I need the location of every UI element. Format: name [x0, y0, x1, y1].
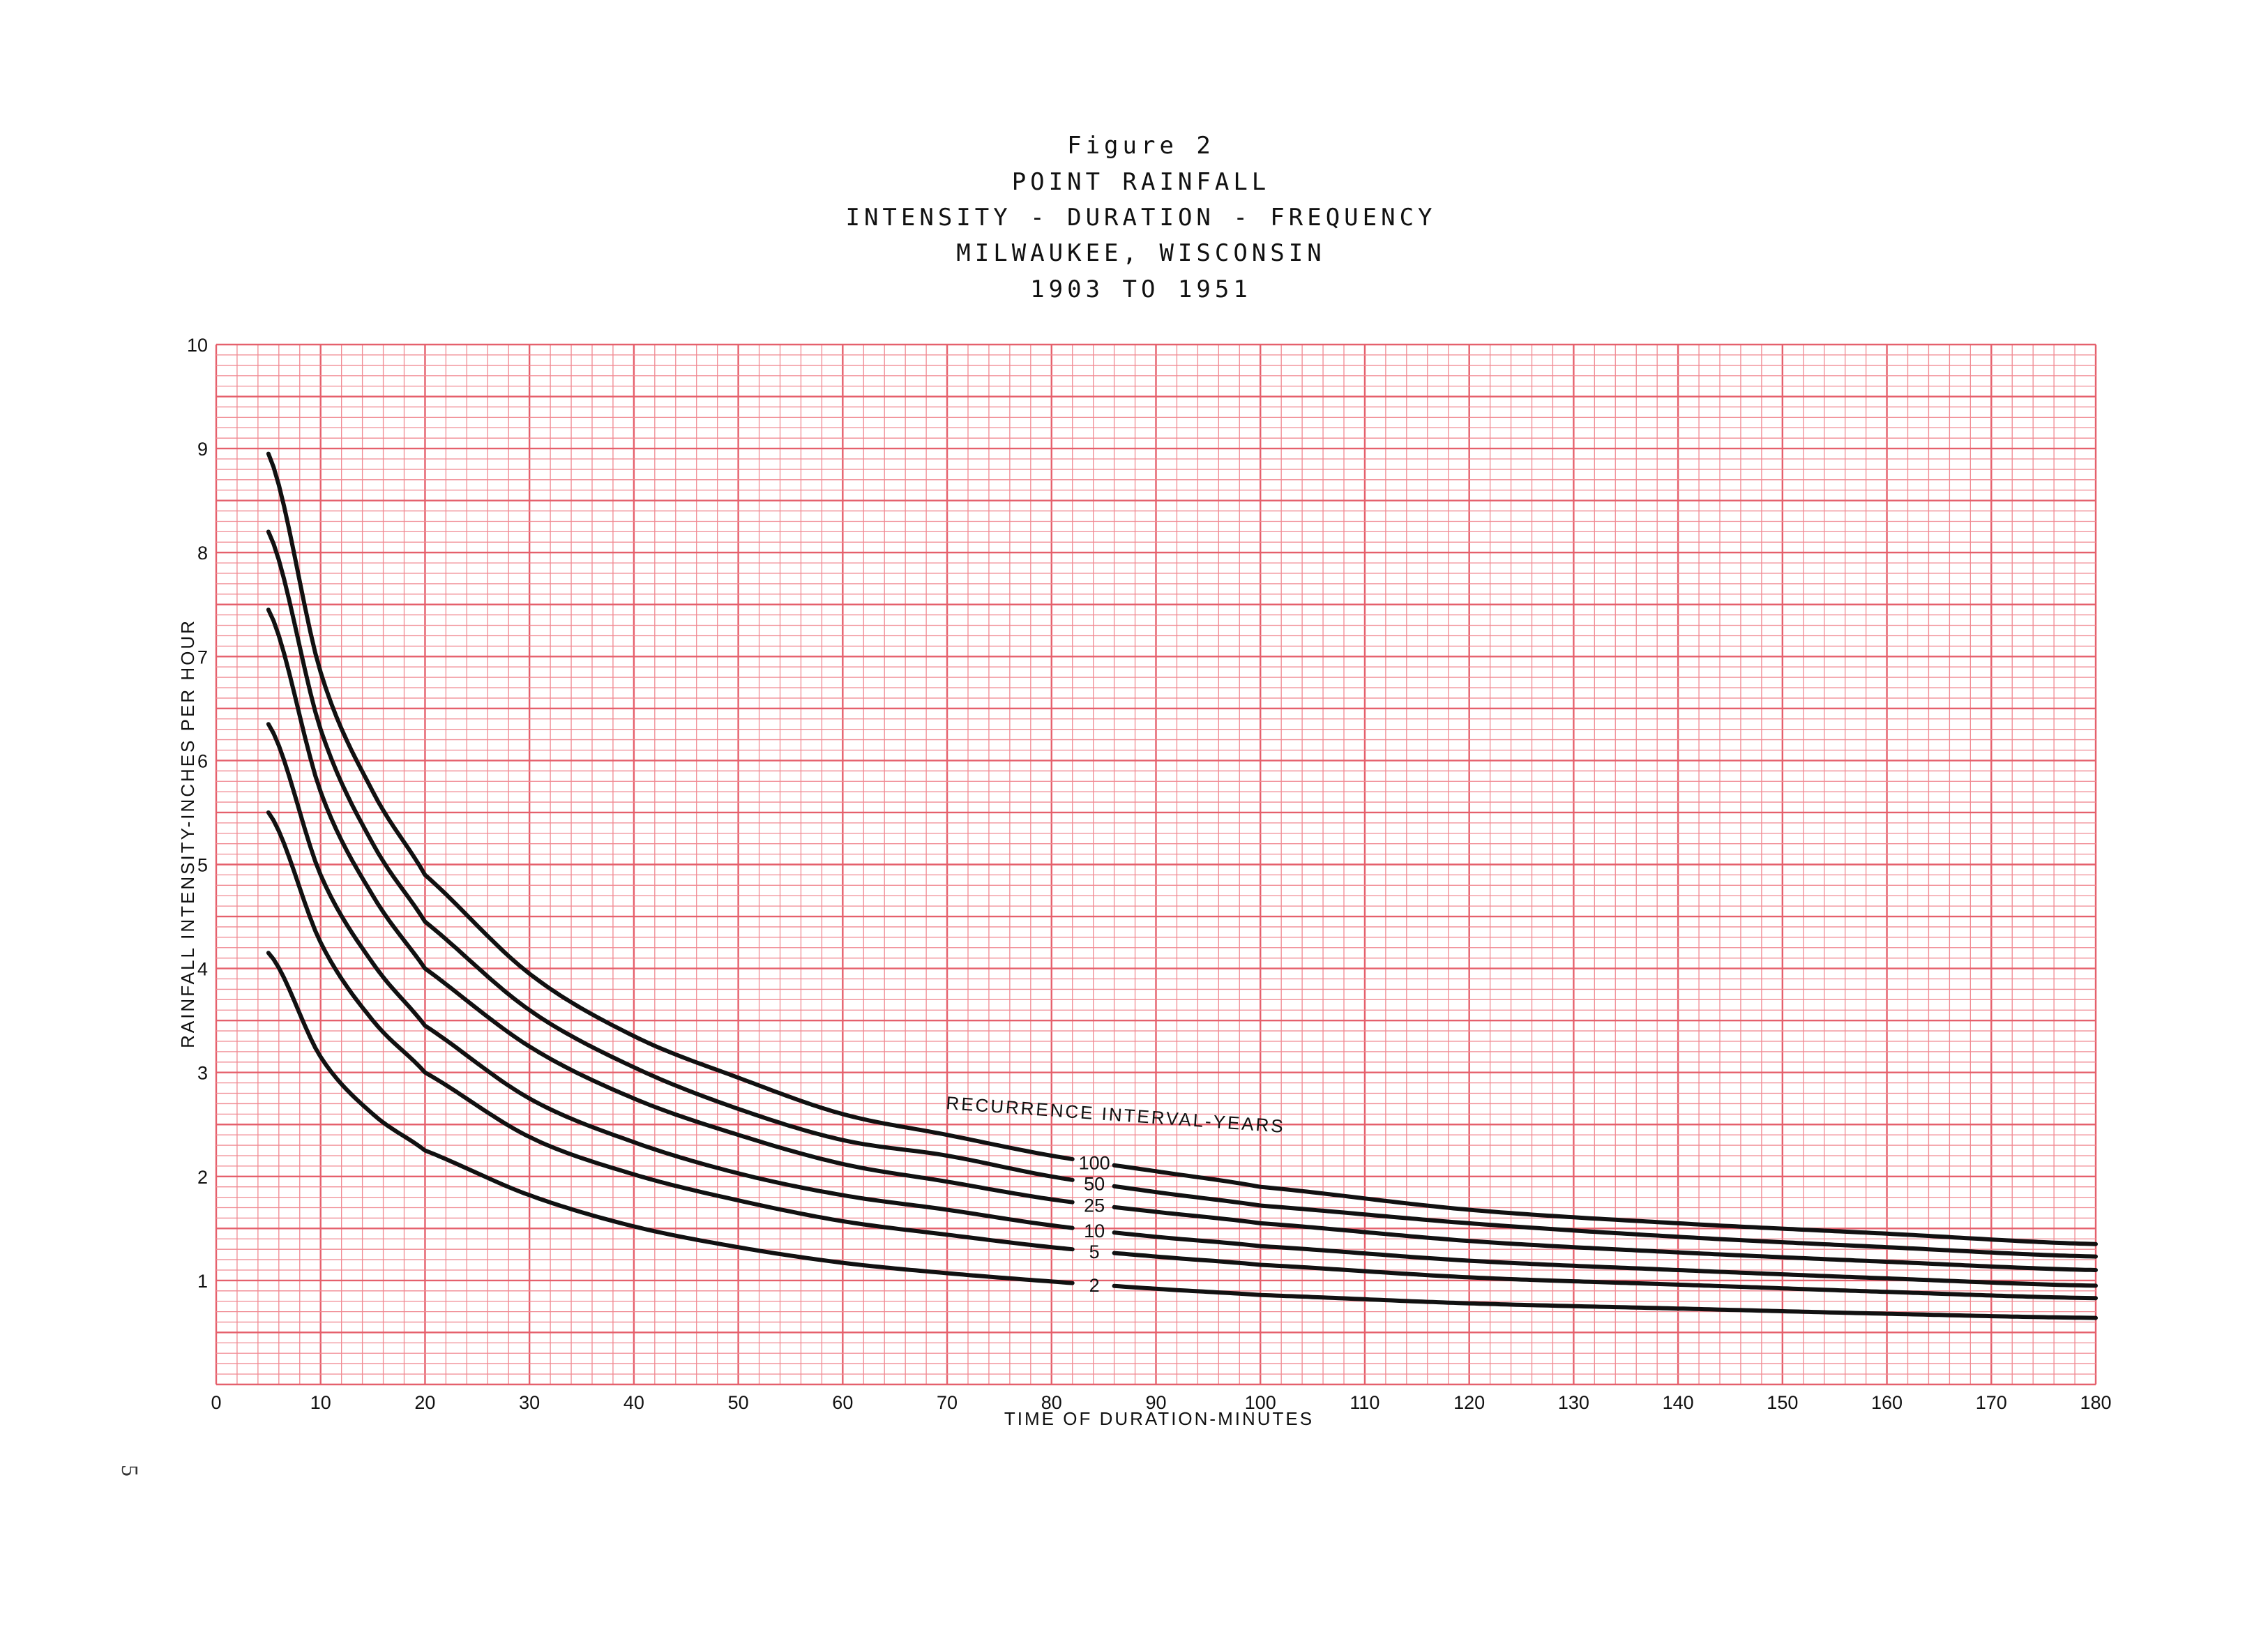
series-line-100 — [266, 451, 1075, 1161]
y-axis-label: RAINFALL INTENSITY-INCHES PER HOUR — [177, 619, 198, 1048]
y-tick-label: 2 — [197, 1167, 208, 1188]
x-tick-label: 170 — [1976, 1392, 2007, 1413]
series-curves — [266, 451, 2098, 1320]
grid — [215, 343, 2097, 1386]
x-tick-label: 0 — [211, 1392, 221, 1413]
series-line-50 — [1112, 1184, 2098, 1259]
title-line: MILWAUKEE, WISCONSIN — [956, 239, 1325, 267]
y-tick-label: 10 — [187, 335, 208, 356]
series-label-10: 10 — [1084, 1221, 1105, 1241]
x-tick-label: 100 — [1245, 1392, 1276, 1413]
series-line-5 — [266, 810, 1075, 1252]
x-tick-label: 70 — [937, 1392, 958, 1413]
legend-title: RECURRENCE INTERVAL-YEARS — [946, 1092, 1286, 1137]
series-line-5 — [1112, 1251, 2098, 1301]
y-tick-label: 6 — [197, 750, 208, 771]
series-line-25 — [1112, 1205, 2098, 1272]
series-line-100 — [1112, 1163, 2098, 1246]
x-tick-label: 150 — [1767, 1392, 1798, 1413]
y-tick-label: 3 — [197, 1063, 208, 1084]
y-tick-label: 1 — [197, 1271, 208, 1292]
title-line: INTENSITY - DURATION - FREQUENCY — [845, 204, 1436, 232]
x-tick-label: 80 — [1041, 1392, 1062, 1413]
series-label-50: 50 — [1084, 1174, 1105, 1195]
x-axis-label: TIME OF DURATION-MINUTES — [1004, 1408, 1314, 1429]
series-label-100: 100 — [1079, 1153, 1110, 1174]
series-line-2 — [1112, 1283, 2098, 1320]
x-tick-label: 90 — [1145, 1392, 1166, 1413]
x-tick-label: 50 — [728, 1392, 749, 1413]
series-line-25 — [266, 607, 1075, 1205]
x-axis-ticks: 0 10 20 30 40 50 60 70 80 90 100 110 120 130 140 150 160… — [211, 1392, 2111, 1413]
title-line: POINT RAINFALL — [1012, 168, 1271, 196]
x-tick-label: 160 — [1871, 1392, 1903, 1413]
series-label-2: 2 — [1089, 1275, 1100, 1296]
y-tick-label: 5 — [197, 855, 208, 876]
page-number: 5 — [116, 1465, 142, 1477]
series-line-10 — [266, 722, 1075, 1230]
title-line: 1903 TO 1951 — [1030, 275, 1252, 303]
x-tick-label: 10 — [310, 1392, 331, 1413]
x-tick-label: 20 — [414, 1392, 435, 1413]
title-line: Figure 2 — [1067, 132, 1215, 160]
x-tick-label: 130 — [1558, 1392, 1589, 1413]
y-tick-label: 8 — [197, 543, 208, 564]
y-tick-label: 7 — [197, 647, 208, 667]
x-tick-label: 140 — [1663, 1392, 1694, 1413]
x-tick-label: 40 — [623, 1392, 644, 1413]
series-line-10 — [1112, 1230, 2098, 1288]
x-tick-label: 120 — [1453, 1392, 1485, 1413]
y-axis-ticks: 1 2 3 4 5 6 7 8 9 10 — [187, 335, 208, 1292]
x-tick-label: 110 — [1350, 1392, 1379, 1413]
x-tick-label: 60 — [832, 1392, 853, 1413]
series-label-25: 25 — [1084, 1195, 1105, 1216]
x-tick-label: 30 — [519, 1392, 540, 1413]
series-label-5: 5 — [1089, 1241, 1100, 1262]
y-tick-label: 9 — [197, 439, 208, 460]
chart-title: Figure 2 POINT RAINFALL INTENSITY - DURATI… — [845, 132, 1436, 303]
y-tick-label: 4 — [197, 959, 208, 980]
x-tick-label: 180 — [2080, 1392, 2111, 1413]
series-line-50 — [266, 529, 1075, 1182]
series-line-2 — [266, 951, 1075, 1285]
